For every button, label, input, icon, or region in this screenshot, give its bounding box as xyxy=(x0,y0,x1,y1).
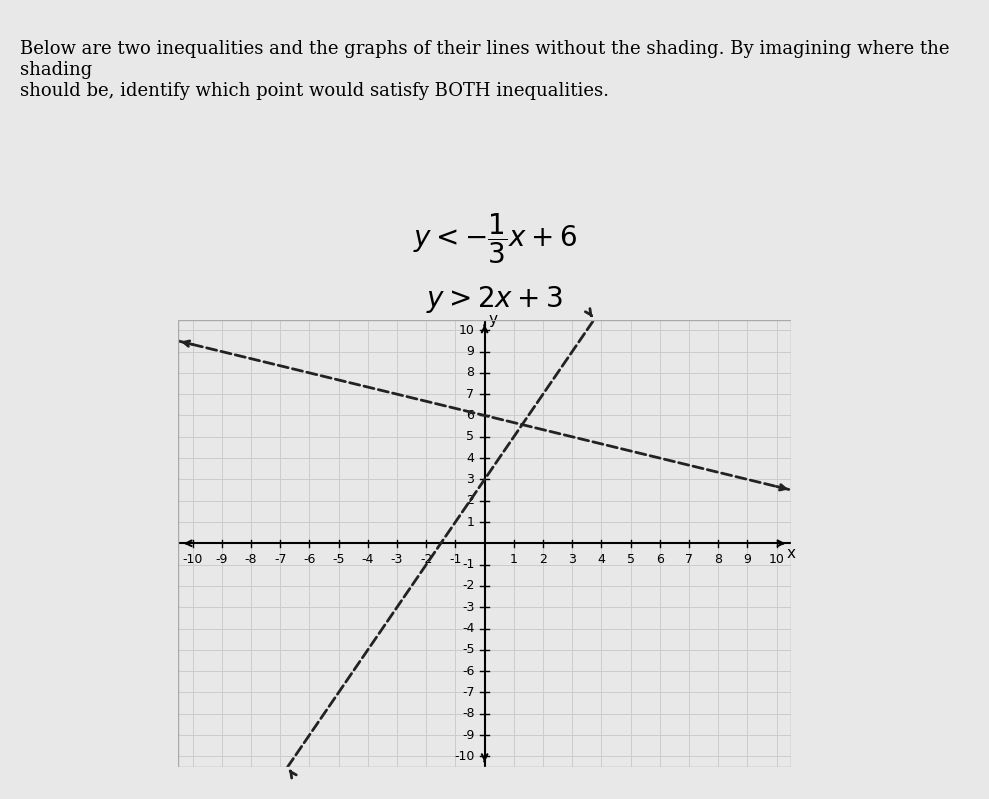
Text: 7: 7 xyxy=(685,553,693,566)
Text: -8: -8 xyxy=(244,553,257,566)
Text: -4: -4 xyxy=(462,622,475,635)
Text: -10: -10 xyxy=(454,750,475,763)
Text: 3: 3 xyxy=(569,553,577,566)
Text: -3: -3 xyxy=(391,553,404,566)
Text: y: y xyxy=(489,312,497,327)
Text: 5: 5 xyxy=(467,431,475,443)
Text: 9: 9 xyxy=(467,345,475,358)
Text: 6: 6 xyxy=(656,553,664,566)
Text: 4: 4 xyxy=(467,451,475,464)
Text: 5: 5 xyxy=(627,553,635,566)
Text: 2: 2 xyxy=(467,495,475,507)
Text: -9: -9 xyxy=(216,553,228,566)
Text: $y < -\dfrac{1}{3}x + 6$: $y < -\dfrac{1}{3}x + 6$ xyxy=(412,212,577,266)
Text: 6: 6 xyxy=(467,409,475,422)
Text: x: x xyxy=(786,547,796,562)
Text: Below are two inequalities and the graphs of their lines without the shading. By: Below are two inequalities and the graph… xyxy=(20,40,949,100)
Text: 3: 3 xyxy=(467,473,475,486)
Text: 2: 2 xyxy=(539,553,547,566)
Text: 10: 10 xyxy=(768,553,784,566)
Text: 1: 1 xyxy=(467,515,475,528)
Text: 4: 4 xyxy=(597,553,605,566)
Text: -7: -7 xyxy=(274,553,287,566)
Text: 8: 8 xyxy=(467,367,475,380)
Text: 10: 10 xyxy=(459,324,475,336)
Text: -4: -4 xyxy=(362,553,374,566)
Text: 8: 8 xyxy=(714,553,722,566)
Text: -3: -3 xyxy=(462,601,475,614)
Text: -1: -1 xyxy=(462,559,475,571)
Text: -5: -5 xyxy=(332,553,345,566)
Text: 7: 7 xyxy=(467,388,475,400)
Text: -10: -10 xyxy=(182,553,203,566)
Text: -5: -5 xyxy=(462,643,475,656)
Text: -1: -1 xyxy=(449,553,462,566)
Text: -6: -6 xyxy=(462,665,475,678)
Text: -6: -6 xyxy=(304,553,315,566)
Text: -2: -2 xyxy=(462,579,475,592)
Text: -8: -8 xyxy=(462,707,475,720)
Text: -2: -2 xyxy=(420,553,432,566)
Text: -9: -9 xyxy=(462,729,475,741)
Text: 9: 9 xyxy=(744,553,752,566)
Text: 1: 1 xyxy=(510,553,518,566)
Text: $y > 2x + 3$: $y > 2x + 3$ xyxy=(426,284,563,315)
Text: -7: -7 xyxy=(462,686,475,699)
